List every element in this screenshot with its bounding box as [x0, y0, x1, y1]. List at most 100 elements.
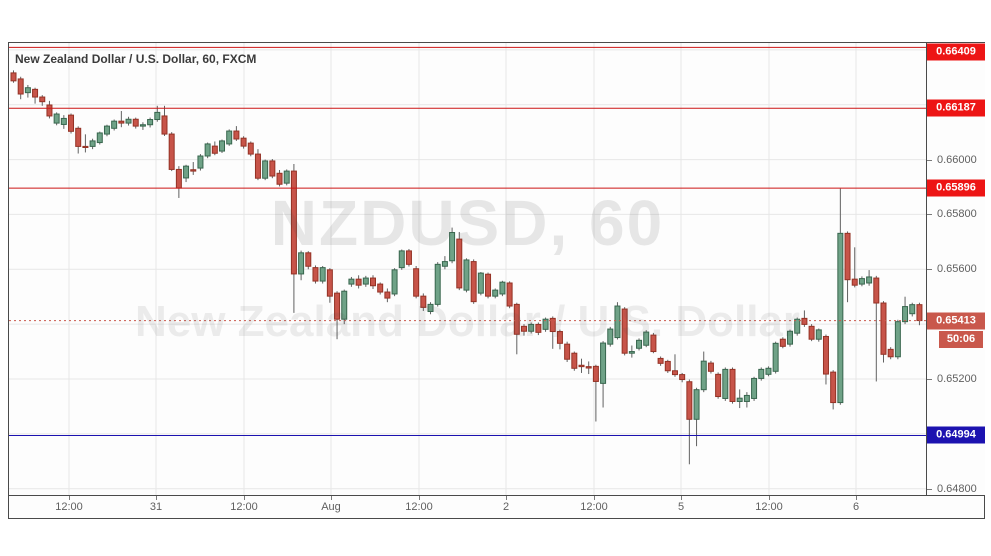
candle-down: [456, 238, 463, 289]
candle-up: [262, 160, 269, 179]
candle-down: [808, 325, 815, 340]
time-tick-mark: [856, 496, 857, 500]
candle-down: [664, 360, 671, 372]
candle-down: [506, 282, 513, 307]
candle-up: [53, 113, 60, 124]
time-axis-label: 12:00: [405, 501, 433, 513]
candle-up: [103, 125, 110, 135]
candle-up: [751, 377, 758, 399]
time-axis-label: 6: [852, 501, 860, 513]
candle-up: [909, 304, 916, 315]
candle-up: [736, 397, 743, 402]
candle-down: [887, 348, 894, 358]
chart-legend-title: New Zealand Dollar / U.S. Dollar, 60, FX…: [15, 52, 257, 66]
candle-down: [326, 269, 333, 297]
candle-up: [499, 281, 506, 295]
candle-down: [564, 343, 571, 360]
candle-down: [485, 273, 492, 297]
candle-up: [391, 269, 398, 295]
candle-down: [851, 278, 858, 286]
candle-up: [600, 342, 607, 384]
candle-down: [621, 308, 628, 354]
candle-up: [154, 111, 161, 121]
time-axis-label: 2: [502, 501, 510, 513]
candle-down: [844, 232, 851, 281]
time-axis-label: 12:00: [755, 501, 783, 513]
price-axis-label: 0.64800: [937, 482, 977, 495]
candle-up: [197, 155, 204, 169]
time-tick-mark: [769, 496, 770, 500]
candle-down: [211, 145, 218, 154]
candle-up: [765, 367, 772, 375]
candle-up: [60, 117, 67, 125]
time-tick-mark: [506, 496, 507, 500]
candle-down: [578, 364, 585, 368]
candle-down: [549, 317, 556, 333]
time-scale[interactable]: 12:00 31 12:00 Aug 12:00 2 12:00 5 12:00 6: [9, 495, 984, 518]
price-level-badge: 0.64994: [927, 426, 985, 444]
candle-up: [866, 276, 873, 284]
candle-down: [801, 317, 808, 325]
price-axis-label: 0.65800: [937, 208, 977, 221]
time-axis-label: 5: [677, 501, 685, 513]
candle-up: [607, 328, 614, 345]
candle-up: [204, 143, 211, 157]
bar-countdown-badge: 50:06: [939, 330, 983, 348]
candle-down: [707, 362, 714, 372]
price-pane[interactable]: NZDUSD, 60 New Zealand Dollar / U.S. Dol…: [9, 43, 926, 495]
candle-down: [32, 88, 39, 98]
candle-up: [815, 329, 822, 340]
candle-up: [125, 118, 132, 124]
candle-down: [413, 268, 420, 297]
time-tick-mark: [681, 496, 682, 500]
price-tick-mark: [927, 159, 932, 161]
candle-down: [75, 127, 82, 147]
candle-down: [556, 331, 563, 344]
candle-up: [636, 339, 643, 349]
price-scale[interactable]: 0.66000 0.65800 0.65600 0.65200 0.64800 0.664…: [926, 43, 985, 495]
candle-down: [873, 277, 880, 304]
price-level-badge: 0.65896: [927, 179, 985, 197]
candle-down: [247, 142, 254, 155]
price-tick-mark: [927, 488, 932, 490]
candle-up: [858, 278, 865, 285]
price-tick-mark: [927, 214, 932, 216]
candle-up: [283, 170, 290, 184]
candle-up: [794, 318, 801, 334]
candle-up: [722, 368, 729, 399]
candle-down: [377, 283, 384, 293]
candle-up: [758, 368, 765, 379]
price-axis-label: 0.65600: [937, 263, 977, 276]
candle-down: [305, 252, 312, 267]
price-level-badge: 0.66187: [927, 99, 985, 117]
candle-down: [671, 370, 678, 376]
candle-down: [520, 325, 527, 332]
candle-down: [657, 357, 664, 364]
candle-down: [916, 304, 923, 322]
candlestick-plot: [9, 43, 926, 495]
candle-down: [82, 145, 89, 148]
candle-down: [686, 381, 693, 420]
time-tick-mark: [419, 496, 420, 500]
candle-up: [837, 232, 844, 404]
price-tick-mark: [927, 378, 932, 380]
candle-up: [226, 130, 233, 145]
candle-down: [420, 295, 427, 308]
time-axis-label: 12:00: [230, 501, 258, 513]
candle-down: [779, 338, 786, 347]
candle-up: [643, 331, 650, 346]
time-tick-mark: [156, 496, 157, 500]
candle-down: [535, 323, 542, 333]
candle-down: [46, 104, 53, 117]
candle-down: [175, 168, 182, 189]
time-axis-label: 12:00: [580, 501, 608, 513]
candle-up: [693, 389, 700, 420]
candle-up: [111, 120, 118, 129]
candle-down: [233, 130, 240, 140]
candle-down: [312, 267, 319, 282]
candle-up: [147, 119, 154, 126]
candle-down: [118, 120, 125, 124]
candle-up: [528, 323, 535, 332]
candle-down: [370, 277, 376, 287]
candle-down: [168, 133, 175, 170]
